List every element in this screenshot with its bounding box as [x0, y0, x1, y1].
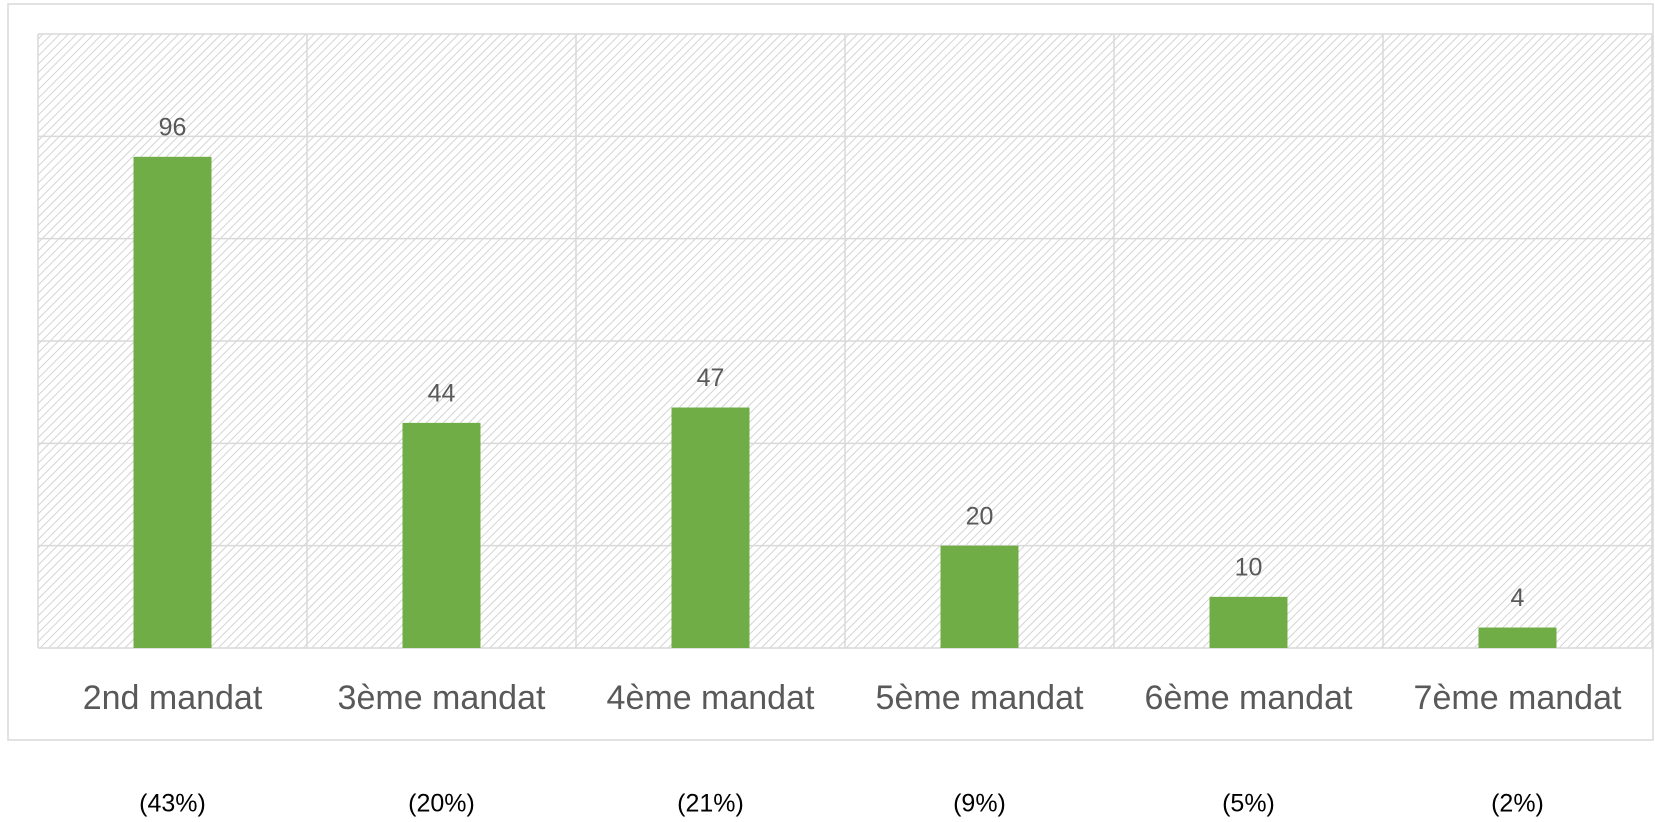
x-tick-label: 5ème mandat	[876, 679, 1084, 717]
x-tick-label: 7ème mandat	[1414, 679, 1622, 717]
bar	[671, 407, 750, 648]
bar	[133, 156, 212, 649]
percent-annotation: (43%)	[139, 790, 206, 818]
percent-annotation: (2%)	[1491, 790, 1544, 818]
data-label: 20	[966, 502, 994, 530]
bar	[1209, 596, 1288, 648]
percent-annotation: (21%)	[677, 790, 744, 818]
x-tick-label: 3ème mandat	[338, 679, 546, 717]
bar	[940, 545, 1019, 648]
percent-annotation: (9%)	[953, 790, 1006, 818]
data-label: 47	[697, 364, 725, 392]
data-label: 44	[428, 379, 456, 407]
data-label: 4	[1511, 584, 1525, 612]
data-label: 10	[1235, 553, 1263, 581]
x-tick-label: 2nd mandat	[83, 679, 263, 717]
percent-annotation: (5%)	[1222, 790, 1275, 818]
percent-annotation: (20%)	[408, 790, 475, 818]
data-label: 96	[159, 113, 187, 141]
x-tick-label: 6ème mandat	[1145, 679, 1353, 717]
bar	[1478, 627, 1557, 648]
bar	[402, 422, 481, 648]
x-tick-label: 4ème mandat	[607, 679, 815, 717]
